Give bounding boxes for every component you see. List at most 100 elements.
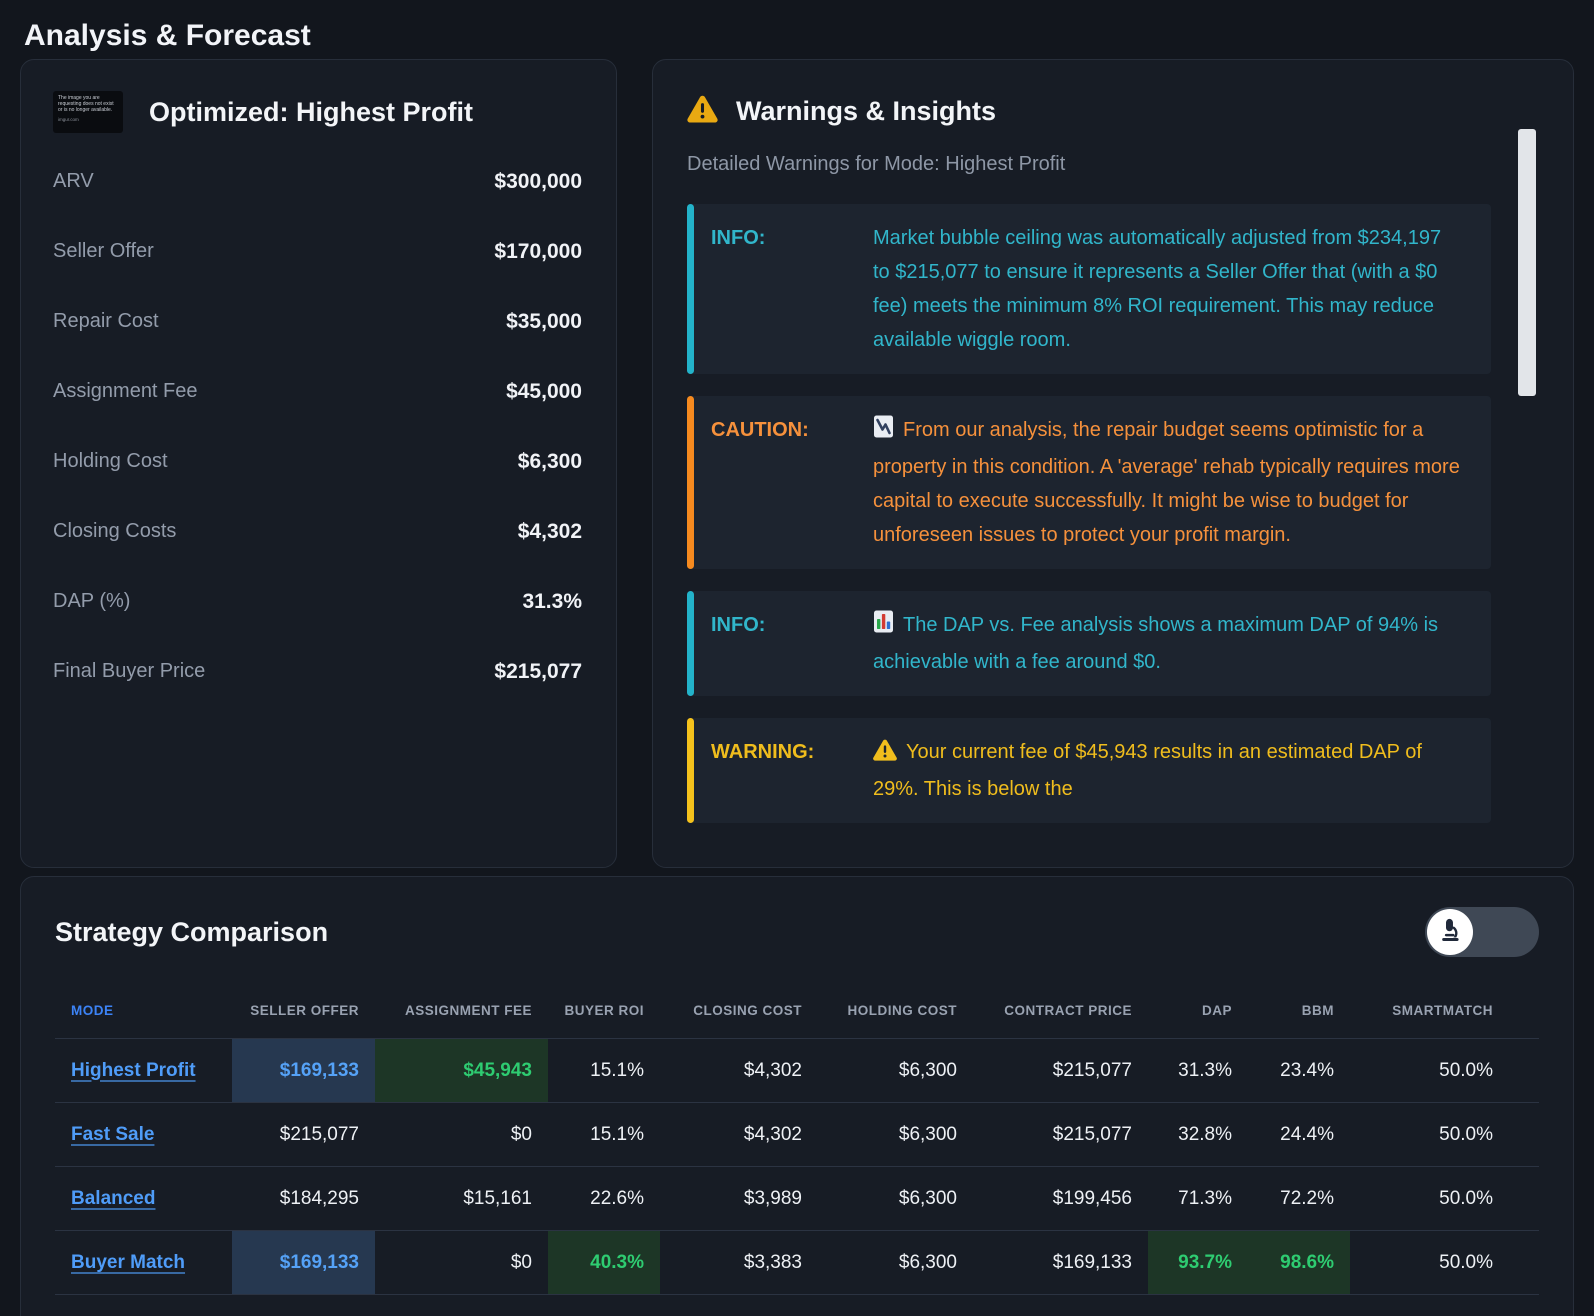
- table-cell: $169,133: [232, 1230, 375, 1295]
- warnings-card-header: Warnings & Insights: [687, 94, 1573, 128]
- table-cell: $0: [375, 1102, 548, 1167]
- column-header: MODE: [71, 1003, 114, 1018]
- stat-value: $45,000: [506, 380, 582, 403]
- message-text: From our analysis, the repair budget see…: [873, 396, 1491, 569]
- stat-value: $4,302: [517, 520, 582, 543]
- top-row: The image you are requesting does not ex…: [20, 59, 1574, 868]
- optimized-card: The image you are requesting does not ex…: [20, 59, 617, 868]
- column-header: BUYER ROI: [564, 1003, 644, 1018]
- strategy-table: MODE SELLER OFFER ASSIGNMENT FEE BUYER ROI C…: [55, 977, 1539, 1295]
- stat-label: Closing Costs: [53, 520, 177, 542]
- table-cell: 98.6%: [1248, 1230, 1350, 1295]
- table-cell: $215,077: [973, 1038, 1148, 1103]
- stat-label: ARV: [53, 170, 94, 192]
- broken-image-text: The image you are requesting does not ex…: [58, 95, 114, 113]
- warning-message: CAUTION: From our analysis, the repair b…: [687, 396, 1491, 569]
- microscope-icon: [1437, 916, 1464, 948]
- table-cell: 31.3%: [1148, 1038, 1248, 1103]
- table-cell: $6,300: [818, 1230, 973, 1295]
- table-cell: 50.0%: [1350, 1166, 1539, 1231]
- message-text: Your current fee of $45,943 results in a…: [873, 718, 1491, 823]
- table-cell: 40.3%: [548, 1230, 660, 1295]
- stat-value: $215,077: [494, 660, 582, 683]
- table-header-row: MODE SELLER OFFER ASSIGNMENT FEE BUYER ROI C…: [55, 977, 1539, 1039]
- strategy-card-header: Strategy Comparison: [55, 907, 1539, 957]
- column-header: CONTRACT PRICE: [1004, 1003, 1132, 1018]
- table-cell: 22.6%: [548, 1166, 660, 1231]
- mode-link[interactable]: Balanced: [71, 1187, 156, 1209]
- optimized-stats: ARV $300,000 Seller Offer $170,000 Repai…: [53, 170, 582, 730]
- stat-label: Final Buyer Price: [53, 660, 206, 682]
- broken-image-placeholder: The image you are requesting does not ex…: [53, 91, 123, 133]
- table-cell: $15,161: [375, 1166, 548, 1231]
- message-accent-bar: [687, 396, 694, 569]
- table-cell: $169,133: [232, 1038, 375, 1103]
- mode-cell: Buyer Match: [55, 1230, 232, 1295]
- table-row: Fast Sale $215,077 $0 15.1% $4,302 $6,300 $21…: [55, 1102, 1539, 1167]
- detail-view-toggle[interactable]: [1425, 907, 1539, 957]
- stat-label: Seller Offer: [53, 240, 154, 262]
- scrollbar-thumb[interactable]: [1518, 129, 1536, 396]
- table-cell: 15.1%: [548, 1038, 660, 1103]
- table-cell: $4,302: [660, 1038, 818, 1103]
- stat-row: Holding Cost $6,300: [53, 450, 582, 520]
- strategy-card: Strategy Comparison MODE SELLER OFFER ASSI…: [20, 876, 1574, 1316]
- table-body: Highest Profit $169,133 $45,943 15.1% $4,30…: [55, 1038, 1539, 1295]
- stat-label: DAP (%): [53, 590, 131, 612]
- table-cell: $3,383: [660, 1230, 818, 1295]
- table-row: Highest Profit $169,133 $45,943 15.1% $4,30…: [55, 1038, 1539, 1103]
- chart-decreasing-icon: [873, 414, 894, 450]
- table-cell: 50.0%: [1350, 1102, 1539, 1167]
- stat-value: $35,000: [506, 310, 582, 333]
- mode-cell: Fast Sale: [55, 1102, 232, 1167]
- broken-image-source: imgur.com: [58, 117, 79, 122]
- table-cell: $215,077: [232, 1102, 375, 1167]
- optimized-card-header: The image you are requesting does not ex…: [53, 90, 582, 134]
- page-title: Analysis & Forecast: [24, 19, 311, 52]
- table-cell: $6,300: [818, 1166, 973, 1231]
- table-row: Buyer Match $169,133 $0 40.3% $3,383 $6,300 $…: [55, 1230, 1539, 1295]
- mode-cell: Highest Profit: [55, 1038, 232, 1103]
- messages-list: INFO: Market bubble ceiling was automati…: [687, 204, 1491, 840]
- table-cell: 50.0%: [1350, 1230, 1539, 1295]
- table-cell: $6,300: [818, 1102, 973, 1167]
- table-row: Balanced $184,295 $15,161 22.6% $3,989 $6,30…: [55, 1166, 1539, 1231]
- table-cell: 50.0%: [1350, 1038, 1539, 1103]
- warning-triangle-icon: [687, 95, 718, 128]
- stat-row: Closing Costs $4,302: [53, 520, 582, 590]
- table-cell: $199,456: [973, 1166, 1148, 1231]
- stat-row: Assignment Fee $45,000: [53, 380, 582, 450]
- table-cell: $45,943: [375, 1038, 548, 1103]
- warnings-subtitle: Detailed Warnings for Mode: Highest Prof…: [687, 153, 1066, 175]
- stat-value: $6,300: [517, 450, 582, 473]
- column-header: BBM: [1301, 1003, 1334, 1018]
- table-cell: $3,989: [660, 1166, 818, 1231]
- message-level-label: WARNING:: [711, 741, 815, 763]
- stat-label: Holding Cost: [53, 450, 168, 472]
- stat-row: Final Buyer Price $215,077: [53, 660, 582, 730]
- warning-triangle-icon: [873, 738, 897, 772]
- stat-row: ARV $300,000: [53, 170, 582, 240]
- stat-row: Seller Offer $170,000: [53, 240, 582, 310]
- column-header: ASSIGNMENT FEE: [404, 1003, 532, 1018]
- message-level-label: INFO:: [711, 227, 766, 249]
- optimized-card-title: Optimized: Highest Profit: [149, 96, 473, 127]
- table-cell: 71.3%: [1148, 1166, 1248, 1231]
- message-accent-bar: [687, 591, 694, 696]
- strategy-card-title: Strategy Comparison: [55, 916, 329, 947]
- stat-value: 31.3%: [522, 590, 582, 613]
- column-header: SELLER OFFER: [250, 1003, 359, 1018]
- mode-link[interactable]: Fast Sale: [71, 1123, 155, 1145]
- mode-link[interactable]: Buyer Match: [71, 1251, 186, 1273]
- stat-value: $170,000: [494, 240, 582, 263]
- message-text: Market bubble ceiling was automatically …: [873, 227, 1442, 351]
- table-cell: 15.1%: [548, 1102, 660, 1167]
- message-accent-bar: [687, 204, 694, 374]
- table-cell: 23.4%: [1248, 1038, 1350, 1103]
- message-text: The DAP vs. Fee analysis shows a maximum…: [873, 591, 1491, 696]
- column-header: HOLDING COST: [847, 1003, 957, 1018]
- message-level-label: CAUTION:: [711, 419, 809, 441]
- toggle-knob[interactable]: [1427, 909, 1473, 955]
- warning-message: INFO: Market bubble ceiling was automati…: [687, 204, 1491, 374]
- mode-link[interactable]: Highest Profit: [71, 1059, 196, 1081]
